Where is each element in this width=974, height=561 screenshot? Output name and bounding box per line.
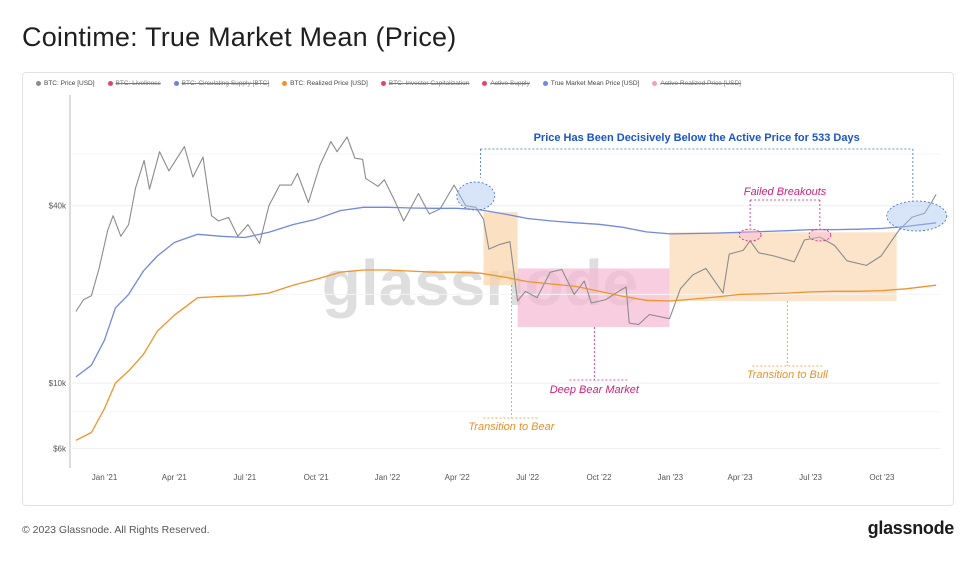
legend-item[interactable]: BTC: Price [USD] [36, 76, 95, 90]
annotation-label: Price Has Been Decisively Below the Acti… [534, 132, 860, 144]
legend-item[interactable]: Active Supply [482, 76, 530, 90]
legend-dot-icon [36, 80, 41, 86]
legend-dot-icon [282, 80, 288, 86]
legend-dot-icon [380, 80, 386, 86]
y-tick-label: $6k [53, 445, 67, 454]
legend-dot-icon [107, 80, 113, 86]
x-tick-label: Oct '23 [869, 473, 895, 482]
x-tick-label: Jul '23 [799, 473, 822, 482]
legend-item[interactable]: BTC: Circulating Supply [BTC] [173, 76, 270, 90]
annotation-label: Deep Bear Market [550, 384, 640, 396]
legend-label: BTC: Price [USD] [44, 79, 95, 87]
x-tick-label: Jul '21 [233, 473, 256, 482]
x-tick-label: Jul '22 [516, 473, 539, 482]
legend-item[interactable]: Active Realized Price [USD] [652, 76, 741, 90]
highlight-ellipse [808, 228, 832, 242]
chart-legend: BTC: Price [USD] BTC: Liveliness BTC: Circ… [36, 76, 741, 90]
y-tick-label: $10k [49, 379, 67, 388]
legend-label: BTC: Circulating Supply [BTC] [181, 79, 270, 87]
x-tick-label: Apr '21 [162, 473, 188, 482]
legend-dot-icon [542, 80, 548, 86]
copyright-text: © 2023 Glassnode. All Rights Reserved. [22, 524, 210, 536]
legend-label: Active Supply [490, 79, 530, 87]
y-tick-label: $40k [49, 202, 67, 211]
annotation-label: Failed Breakouts [744, 186, 827, 198]
x-tick-label: Apr '22 [445, 473, 471, 482]
highlight-ellipse [738, 228, 762, 242]
page-title: Cointime: True Market Mean (Price) [22, 22, 457, 52]
legend-label: Active Realized Price [USD] [660, 79, 741, 87]
annotation-label: Transition to Bear [468, 421, 555, 433]
legend-label: BTC: Realized Price [USD] [290, 79, 368, 87]
highlight-ellipse [886, 200, 948, 232]
legend-item[interactable]: BTC: Realized Price [USD] [282, 76, 368, 90]
shaded-region [669, 232, 897, 301]
legend-item[interactable]: True Market Mean Price [USD] [542, 76, 640, 90]
x-tick-label: Jan '22 [375, 473, 401, 482]
x-tick-label: Apr '23 [727, 473, 753, 482]
shaded-region [517, 268, 670, 328]
legend-dot-icon [173, 80, 179, 86]
legend-dot-icon [652, 80, 658, 86]
legend-dot-icon [482, 80, 488, 86]
glassnode-logo: glassnode [867, 518, 955, 538]
legend-item[interactable]: BTC: Investor Capitalization [380, 76, 470, 90]
legend-label: True Market Mean Price [USD] [550, 79, 640, 87]
legend-label: BTC: Liveliness [115, 79, 161, 87]
x-tick-label: Oct '22 [586, 473, 612, 482]
x-tick-label: Jan '23 [658, 473, 684, 482]
x-tick-label: Oct '21 [304, 473, 330, 482]
highlight-ellipse [456, 181, 496, 211]
legend-label: BTC: Investor Capitalization [388, 79, 470, 87]
series-line-0 [75, 136, 937, 326]
series-line-2 [75, 269, 937, 441]
legend-item[interactable]: BTC: Liveliness [107, 76, 161, 90]
annotation-label: Transition to Bull [747, 369, 829, 381]
x-tick-label: Jan '21 [92, 473, 118, 482]
